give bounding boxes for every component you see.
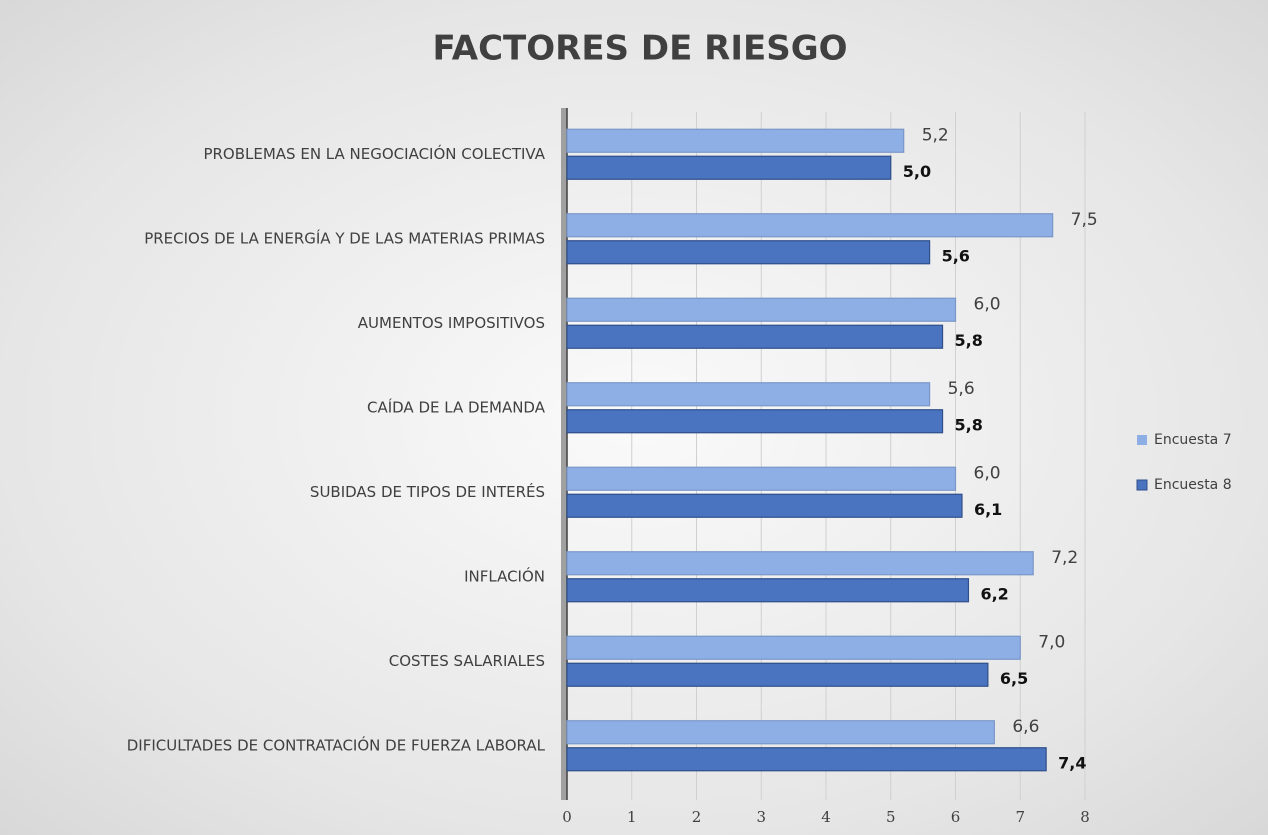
data-label: 5,8 bbox=[955, 331, 983, 350]
data-label: 7,4 bbox=[1058, 753, 1086, 772]
data-label: 6,1 bbox=[974, 500, 1002, 519]
bar bbox=[566, 213, 1054, 238]
x-tick-label: 4 bbox=[821, 808, 831, 826]
data-label: 5,6 bbox=[942, 246, 970, 265]
bar bbox=[566, 551, 1034, 576]
y-tick-label: PRECIOS DE LA ENERGÍA Y DE LAS MATERIAS … bbox=[144, 228, 545, 247]
data-label: 7,2 bbox=[1051, 548, 1078, 568]
data-label: 5,8 bbox=[955, 415, 983, 434]
axis-wall bbox=[561, 108, 567, 800]
y-tick-label: AUMENTOS IMPOSITIVOS bbox=[358, 314, 545, 332]
legend-swatch bbox=[1137, 435, 1147, 445]
y-tick-label: SUBIDAS DE TIPOS DE INTERÉS bbox=[310, 482, 545, 501]
data-label: 6,5 bbox=[1000, 669, 1028, 688]
bar bbox=[566, 747, 1047, 772]
bar bbox=[566, 493, 963, 518]
chart-title: FACTORES DE RIESGO bbox=[432, 29, 847, 69]
data-label: 5,6 bbox=[948, 379, 975, 399]
y-tick-label: INFLACIÓN bbox=[464, 566, 545, 585]
bar bbox=[566, 297, 957, 322]
x-tick-label: 5 bbox=[886, 808, 896, 826]
bar bbox=[566, 635, 1021, 660]
data-label: 6,6 bbox=[1012, 717, 1039, 737]
data-label: 7,0 bbox=[1038, 632, 1065, 652]
y-tick-label: CAÍDA DE LA DEMANDA bbox=[367, 397, 546, 416]
bar bbox=[566, 578, 970, 603]
x-tick-label: 3 bbox=[756, 808, 766, 826]
y-tick-label: COSTES SALARIALES bbox=[389, 652, 545, 670]
bar bbox=[566, 240, 931, 265]
x-tick-label: 0 bbox=[562, 808, 572, 826]
bar bbox=[566, 155, 892, 180]
y-tick-label: DIFICULTADES DE CONTRATACIÓN DE FUERZA L… bbox=[127, 735, 546, 754]
data-label: 5,0 bbox=[903, 162, 931, 181]
bar bbox=[566, 382, 931, 407]
data-label: 5,2 bbox=[922, 125, 949, 145]
bar bbox=[566, 720, 995, 745]
legend-label: Encuesta 7 bbox=[1154, 432, 1232, 448]
x-tick-label: 7 bbox=[1015, 808, 1025, 826]
legend-label: Encuesta 8 bbox=[1154, 477, 1232, 493]
bar bbox=[566, 466, 957, 491]
legend-swatch bbox=[1136, 479, 1148, 491]
x-tick-label: 8 bbox=[1080, 808, 1090, 826]
bar bbox=[566, 324, 944, 349]
bar bbox=[566, 409, 944, 434]
data-label: 6,0 bbox=[974, 463, 1001, 483]
data-label: 7,5 bbox=[1071, 210, 1098, 230]
x-tick-label: 6 bbox=[951, 808, 961, 826]
data-label: 6,0 bbox=[974, 294, 1001, 314]
y-tick-label: PROBLEMAS EN LA NEGOCIACIÓN COLECTIVA bbox=[203, 144, 545, 163]
data-label: 6,2 bbox=[980, 584, 1008, 603]
bar bbox=[566, 128, 905, 153]
x-tick-label: 1 bbox=[627, 808, 637, 826]
x-tick-label: 2 bbox=[692, 808, 702, 826]
bar bbox=[566, 662, 989, 687]
